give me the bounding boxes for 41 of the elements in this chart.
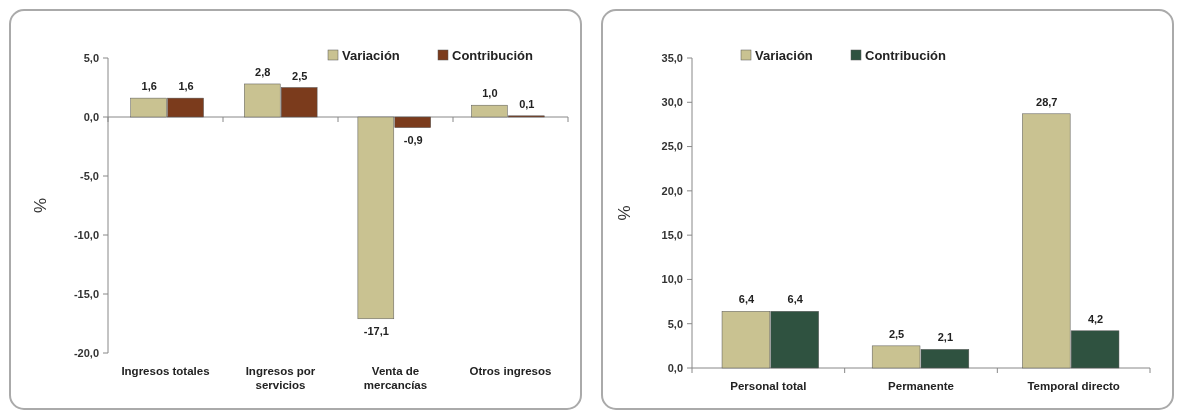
- y-tick-label: -5,0: [80, 169, 99, 182]
- y-tick-label: 10,0: [661, 273, 683, 286]
- data-label: 2,1: [937, 331, 954, 344]
- y-tick-label: 30,0: [661, 96, 683, 109]
- data-label: 1,0: [482, 87, 498, 100]
- x-tick-label: Otros ingresos: [469, 365, 552, 377]
- x-tick-label: Venta de mercancías: [363, 365, 428, 391]
- x-tick-label: Temporal directo: [1027, 380, 1120, 392]
- x-tick-label: Ingresos totales: [121, 365, 210, 377]
- y-tick-label: -20,0: [73, 346, 99, 359]
- legend-label: Variación: [342, 48, 400, 63]
- x-tick-label: Ingresos por servicios: [245, 365, 316, 391]
- x-tick-label: Permanente: [888, 380, 954, 392]
- y-tick-label: 0,0: [83, 110, 99, 123]
- data-label: 2,5: [888, 327, 905, 340]
- data-label: 2,8: [255, 65, 271, 78]
- data-label: 1,6: [141, 80, 157, 93]
- y-tick-label: 0,0: [667, 361, 683, 374]
- y-axis-title: %: [615, 205, 634, 221]
- y-tick-label: 5,0: [83, 51, 99, 64]
- y-tick-label: -15,0: [73, 287, 99, 300]
- data-label: 4,2: [1087, 312, 1104, 325]
- y-tick-label: 35,0: [661, 51, 683, 64]
- y-tick-label: 5,0: [667, 317, 683, 330]
- data-label: 2,5: [292, 69, 308, 82]
- legend-label: Contribución: [452, 48, 533, 63]
- data-label: 1,6: [178, 80, 194, 93]
- legend-label: Contribución: [865, 48, 946, 63]
- data-label: 6,4: [738, 293, 755, 306]
- data-label: -17,1: [363, 324, 389, 337]
- y-axis-title: %: [31, 197, 50, 214]
- data-label: 6,4: [787, 293, 804, 306]
- x-tick-label: Personal total: [730, 380, 807, 392]
- data-label: 0,1: [519, 97, 535, 110]
- data-label: -0,9: [403, 133, 423, 146]
- legend-label: Variación: [755, 48, 813, 63]
- y-tick-label: 25,0: [661, 140, 683, 153]
- y-tick-label: 15,0: [661, 228, 683, 241]
- y-tick-label: 20,0: [661, 184, 683, 197]
- data-label: 28,7: [1036, 95, 1058, 108]
- y-tick-label: -10,0: [73, 228, 99, 241]
